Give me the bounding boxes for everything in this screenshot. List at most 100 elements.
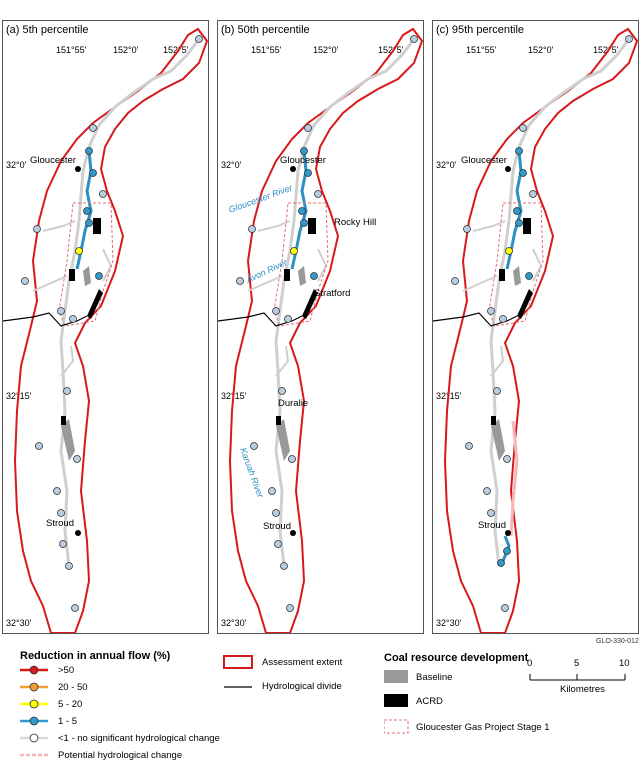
lat-tick: 32°0' xyxy=(6,160,27,170)
river-label: Karuah River xyxy=(238,446,266,500)
lat-tick: 32°30' xyxy=(436,618,462,628)
lon-tick: 152°5' xyxy=(163,45,189,55)
hydrological-divide xyxy=(433,312,518,327)
extent-legend-symbol xyxy=(223,655,253,688)
town-marker xyxy=(290,166,296,172)
legend-item-label: 20 - 50 xyxy=(58,682,88,693)
acrd-mine xyxy=(308,218,316,234)
flow-legend-symbols xyxy=(20,665,48,757)
panel-title: (c) 95th percentile xyxy=(436,24,525,36)
baseline-mine xyxy=(61,419,75,461)
baseline-mine xyxy=(276,419,290,461)
baseline-mine xyxy=(513,266,521,286)
town-label: Rocky Hill xyxy=(334,217,376,228)
town-label: Stroud xyxy=(263,521,291,532)
legend-item-label: 1 - 5 xyxy=(58,716,78,727)
town-label: Stroud xyxy=(478,520,506,531)
legend-item-label: Potential hydrological change xyxy=(58,750,183,761)
coal-legend-symbols xyxy=(384,670,409,734)
hydrological-divide xyxy=(218,312,303,327)
acrd-mine xyxy=(93,218,101,234)
town-marker xyxy=(290,530,296,536)
scale-tick: 0 xyxy=(527,658,533,669)
assessment-extent xyxy=(228,27,423,633)
acrd-mine xyxy=(61,416,66,425)
acrd-mine xyxy=(69,269,75,281)
gas-project-boundary xyxy=(58,202,114,327)
lat-tick: 32°30' xyxy=(221,618,247,628)
legend-item-label: Gloucester Gas Project Stage 1 xyxy=(416,722,550,733)
map-panel-a: (a) 5th percentile 151°55' 152°0' 152°5'… xyxy=(2,20,209,634)
legend-item-label: Baseline xyxy=(416,672,453,683)
acrd-mine xyxy=(276,416,281,425)
town-marker xyxy=(505,530,511,536)
baseline-mine xyxy=(491,419,505,461)
stream-network xyxy=(489,38,631,567)
legend-item-label: >50 xyxy=(58,665,75,676)
legend-item-label: Assessment extent xyxy=(262,657,343,668)
gauge-points xyxy=(21,35,203,612)
stream-network xyxy=(59,38,201,567)
lat-tick: 32°0' xyxy=(436,160,457,170)
stream-network xyxy=(274,38,416,567)
acrd-mine xyxy=(491,416,496,425)
gauge-points xyxy=(451,35,633,612)
gas-project-boundary xyxy=(488,202,544,327)
assessment-extent xyxy=(443,27,638,633)
map-panel-c: (c) 95th percentile 151°55' 152°0' 152°5… xyxy=(432,20,639,634)
town-label: Gloucester xyxy=(461,155,507,166)
legend-item-label: ACRD xyxy=(416,696,443,707)
coal-legend-title: Coal resource development xyxy=(384,652,529,664)
assessment-extent xyxy=(13,27,208,633)
map-canvas: 151°55' 152°0' 152°5' 32°0' 32°15' 32°30… xyxy=(218,27,423,633)
scale-unit: Kilometres xyxy=(560,684,605,695)
lon-tick: 152°0' xyxy=(528,45,554,55)
scale-tick: 10 xyxy=(619,658,630,669)
hydrological-divide xyxy=(3,312,88,327)
figure-code: GLO-330-012 xyxy=(596,638,639,645)
town-label: Stroud xyxy=(46,518,74,529)
town-label: Duralie xyxy=(278,398,308,409)
gas-project-boundary xyxy=(273,202,329,327)
lon-tick: 151°55' xyxy=(466,45,497,55)
tributary xyxy=(32,220,113,377)
lat-tick: 32°0' xyxy=(221,160,242,170)
town-marker xyxy=(75,166,81,172)
baseline-mine xyxy=(83,266,91,286)
map-canvas: 151°55' 152°0' 152°5' 32°0' 32°15' 32°30… xyxy=(433,27,638,633)
gauge-points xyxy=(236,35,418,612)
flow-legend-title: Reduction in annual flow (%) xyxy=(20,650,171,662)
lon-tick: 151°55' xyxy=(251,45,282,55)
lon-tick: 151°55' xyxy=(56,45,87,55)
scale-tick: 5 xyxy=(574,658,580,669)
acrd-mine xyxy=(87,289,103,319)
town-marker xyxy=(505,166,511,172)
lon-tick: 152°0' xyxy=(313,45,339,55)
lon-tick: 152°5' xyxy=(593,45,619,55)
legend-item-label: <1 - no significant hydrological change xyxy=(58,733,220,744)
town-label: Gloucester xyxy=(280,155,326,166)
acrd-mine xyxy=(523,218,531,234)
town-marker xyxy=(75,530,81,536)
legend-item-label: 5 - 20 xyxy=(58,699,83,710)
town-label: Stratford xyxy=(314,288,350,299)
lat-tick: 32°30' xyxy=(6,618,32,628)
baseline-mine xyxy=(298,266,306,286)
acrd-mine xyxy=(284,269,290,281)
panel-title: (a) 5th percentile xyxy=(6,24,89,36)
acrd-mine xyxy=(302,289,318,319)
scale-bar xyxy=(529,674,626,681)
acrd-mine xyxy=(499,269,505,281)
river-label: Gloucester River xyxy=(227,182,294,215)
legend-item-label: Hydrological divide xyxy=(262,681,342,692)
town-label: Gloucester xyxy=(30,155,76,166)
map-canvas: 151°55' 152°0' 152°5' 32°0' 32°15' 32°30… xyxy=(3,27,208,633)
lon-tick: 152°5' xyxy=(378,45,404,55)
tributary xyxy=(462,220,543,377)
panel-title: (b) 50th percentile xyxy=(221,24,310,36)
potential-change-stream xyxy=(509,420,519,537)
acrd-mine xyxy=(517,289,533,319)
tributary xyxy=(247,220,328,377)
map-panel-b: (b) 50th percentile 151°55' 152°0' 152°5… xyxy=(217,20,424,634)
lon-tick: 152°0' xyxy=(113,45,139,55)
